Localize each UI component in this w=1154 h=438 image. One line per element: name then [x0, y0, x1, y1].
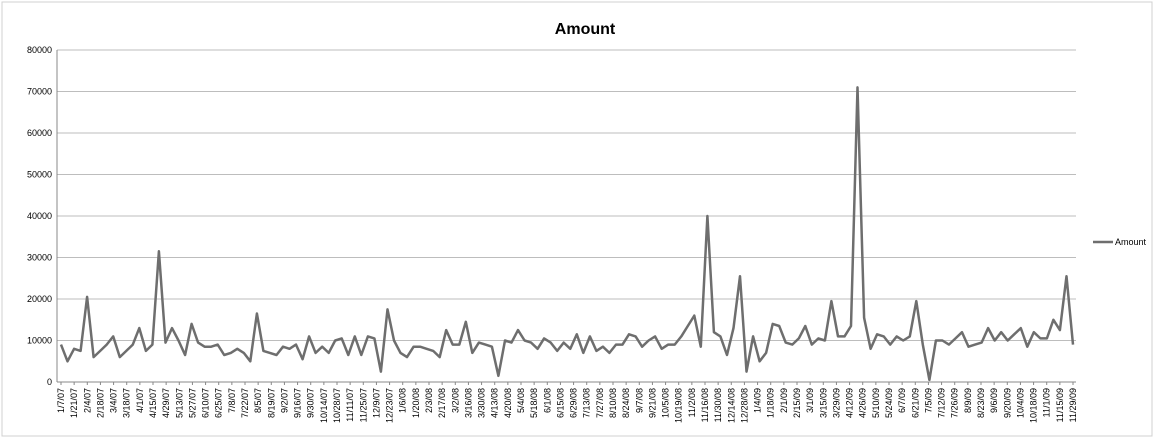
x-tick-label: 12/28/08 [739, 388, 749, 423]
x-tick-label: 11/11/07 [345, 388, 355, 422]
chart-title: Amount [555, 21, 616, 38]
x-tick-label: 6/7/09 [897, 388, 907, 413]
x-tick-label: 8/9/09 [963, 388, 973, 413]
gridlines [57, 49, 1076, 383]
x-tick-label: 4/20/08 [503, 388, 513, 418]
x-tick-label: 1/18/09 [766, 388, 776, 418]
x-tick-label: 1/6/08 [398, 388, 408, 413]
x-tick-label: 11/2/08 [687, 388, 697, 417]
x-tick-label: 5/24/09 [884, 388, 894, 418]
x-tick-label: 10/19/08 [674, 388, 684, 423]
x-tick-label: 7/22/07 [240, 388, 250, 418]
x-tick-label: 1/21/07 [69, 388, 79, 418]
x-tick-label: 2/3/08 [424, 388, 434, 413]
x-tick-label: 3/1/09 [805, 388, 815, 413]
x-tick-label: 4/26/09 [858, 388, 868, 418]
x-tick-label: 11/25/07 [358, 388, 368, 422]
x-tick-label: 4/12/09 [845, 388, 855, 418]
x-tick-label: 6/10/07 [201, 388, 211, 418]
x-tick-label: 5/27/07 [187, 388, 197, 418]
x-tick-label: 5/18/08 [529, 388, 539, 418]
x-tick-label: 2/1/09 [779, 388, 789, 413]
x-tick-label: 11/30/08 [713, 388, 723, 422]
x-tick-label: 7/27/08 [595, 388, 605, 418]
legend: Amount [1093, 237, 1147, 247]
y-tick-label: 80000 [27, 45, 52, 55]
x-tick-label: 10/5/08 [661, 388, 671, 418]
x-tick-label: 2/15/09 [792, 388, 802, 418]
x-tick-label: 3/2/08 [450, 388, 460, 413]
x-tick-label: 9/20/09 [1002, 388, 1012, 418]
y-axis: 0 10000 20000 30000 40000 50000 60000 70000 8000… [27, 45, 58, 387]
x-tick-label: 5/10/09 [871, 388, 881, 418]
x-tick-label: 4/29/07 [161, 388, 171, 418]
x-tick-label: 4/1/07 [135, 388, 145, 413]
x-tick-label: 11/1/09 [1042, 388, 1052, 417]
x-tick-label: 3/30/08 [477, 388, 487, 418]
x-tick-label: 7/13/08 [582, 388, 592, 418]
x-axis: 1/7/07 1/21/07 2/4/07 2/18/07 3/4/07 3/18/07 4… [56, 382, 1078, 423]
y-tick-label: 40000 [27, 211, 52, 221]
x-tick-label: 5/4/08 [516, 388, 526, 413]
x-tick-label: 11/16/08 [700, 388, 710, 422]
x-tick-label: 9/16/07 [293, 388, 303, 418]
x-tick-label: 12/23/07 [385, 388, 395, 423]
x-tick-label: 9/30/07 [306, 388, 316, 418]
y-tick-label: 10000 [27, 336, 52, 346]
x-tick-label: 10/18/09 [1029, 388, 1039, 423]
x-tick-label: 7/26/09 [950, 388, 960, 418]
x-tick-label: 8/23/09 [976, 388, 986, 418]
y-tick-label: 30000 [27, 253, 52, 263]
legend-label-amount: Amount [1115, 237, 1147, 247]
x-tick-label: 9/6/09 [989, 388, 999, 413]
x-tick-label: 3/4/07 [109, 388, 119, 413]
x-tick-label: 7/5/09 [923, 388, 933, 413]
y-tick-label: 20000 [27, 294, 52, 304]
x-tick-label: 8/5/07 [253, 388, 263, 413]
y-tick-label: 70000 [27, 87, 52, 97]
x-tick-label: 2/18/07 [95, 388, 105, 418]
x-tick-label: 6/21/09 [910, 388, 920, 418]
x-tick-label: 1/4/09 [753, 388, 763, 413]
x-tick-label: 10/14/07 [319, 388, 329, 423]
x-tick-label: 3/15/09 [818, 388, 828, 418]
x-tick-label: 12/14/08 [726, 388, 736, 423]
x-tick-label: 6/25/07 [214, 388, 224, 418]
series-line-amount [59, 86, 1075, 382]
x-tick-label: 3/18/07 [122, 388, 132, 418]
x-tick-label: 11/29/09 [1068, 388, 1078, 422]
x-tick-label: 4/15/07 [148, 388, 158, 418]
x-tick-label: 7/8/07 [227, 388, 237, 413]
x-tick-label: 1/20/08 [411, 388, 421, 418]
x-tick-label: 9/2/07 [279, 388, 289, 413]
y-tick-label: 0 [47, 377, 52, 387]
x-tick-label: 3/29/09 [831, 388, 841, 418]
x-tick-label: 10/28/07 [332, 388, 342, 423]
x-tick-label: 8/24/08 [621, 388, 631, 418]
series-amount [59, 86, 1075, 382]
x-tick-label: 7/12/09 [937, 388, 947, 418]
x-tick-label: 9/7/08 [634, 388, 644, 413]
x-tick-label: 12/9/07 [371, 388, 381, 418]
x-tick-label: 10/4/09 [1015, 388, 1025, 418]
x-tick-label: 5/13/07 [174, 388, 184, 418]
x-tick-label: 2/17/08 [437, 388, 447, 418]
x-tick-label: 9/21/08 [647, 388, 657, 418]
x-tick-label: 4/13/08 [490, 388, 500, 418]
y-tick-label: 50000 [27, 170, 52, 180]
x-tick-label: 8/19/07 [266, 388, 276, 418]
x-tick-label: 3/16/08 [463, 388, 473, 418]
x-tick-label: 8/10/08 [608, 388, 618, 418]
x-tick-label: 2/4/07 [82, 388, 92, 413]
y-tick-label: 60000 [27, 128, 52, 138]
x-tick-label: 6/1/08 [542, 388, 552, 413]
x-tick-label: 6/15/08 [555, 388, 565, 418]
x-tick-label: 6/29/08 [569, 388, 579, 418]
x-tick-label: 11/15/09 [1055, 388, 1065, 422]
x-tick-label: 1/7/07 [56, 388, 66, 413]
